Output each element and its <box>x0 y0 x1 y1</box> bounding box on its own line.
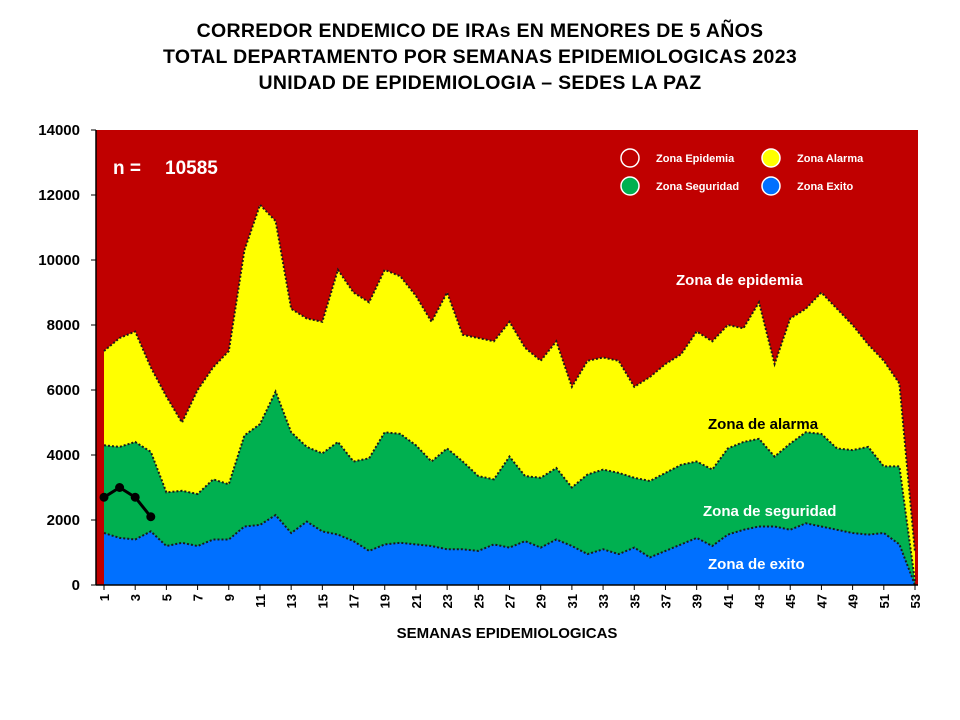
x-tick-label: 15 <box>315 594 330 608</box>
x-tick-label: 1 <box>97 594 112 601</box>
x-tick-label: 35 <box>627 594 642 608</box>
zona-alarma-label: Zona de alarma <box>708 416 819 433</box>
x-tick-label: 19 <box>378 594 393 608</box>
x-tick-label: 29 <box>534 594 549 608</box>
zona-epidemia-label: Zona de epidemia <box>676 272 803 289</box>
observed-2023-point <box>115 483 125 492</box>
zona-exito-area <box>104 515 915 585</box>
chart-title: CORREDOR ENDEMICO DE IRAs EN MENORES DE … <box>0 18 960 96</box>
x-axis-label: SEMANAS EPIDEMIOLOGICAS <box>396 625 618 642</box>
legend-swatch <box>761 148 781 168</box>
y-tick-label: 14000 <box>38 122 80 139</box>
exito-boundary-line <box>103 513 916 586</box>
x-tick-label: 9 <box>222 594 237 601</box>
x-tick-label: 37 <box>658 594 673 608</box>
x-tick-label: 33 <box>596 594 611 608</box>
x-tick-label: 25 <box>471 594 486 608</box>
x-tick-label: 45 <box>783 594 798 608</box>
alarma-boundary-line <box>103 202 916 553</box>
x-tick-label: 53 <box>908 594 923 608</box>
x-tick-label: 49 <box>846 594 861 608</box>
y-tick-label: 6000 <box>47 382 80 399</box>
y-tick-label: 8000 <box>47 317 80 334</box>
legend-swatch <box>620 176 640 196</box>
x-tick-label: 17 <box>347 594 362 608</box>
observed-2023-line <box>103 485 152 518</box>
n-value: 10585 <box>165 158 218 179</box>
y-tick-label: 12000 <box>38 187 80 204</box>
y-tick-label: 0 <box>72 577 80 594</box>
legend-label: Zona Epidemia <box>656 153 735 165</box>
x-tick-label: 51 <box>877 594 892 608</box>
legend-swatch <box>620 148 640 168</box>
observed-2023-point <box>130 492 140 502</box>
zona-seguridad-label: Zona de seguridad <box>703 503 836 520</box>
legend-label: Zona Seguridad <box>656 181 739 193</box>
y-tick-label: 4000 <box>47 447 80 464</box>
x-tick-label: 41 <box>721 594 736 608</box>
x-tick-label: 21 <box>409 594 424 608</box>
legend-swatch <box>761 176 781 196</box>
y-tick-label: 2000 <box>47 512 80 529</box>
x-tick-label: 3 <box>128 594 143 601</box>
observed-2023-point <box>146 512 156 522</box>
x-tick-label: 47 <box>814 594 829 608</box>
x-tick-label: 27 <box>503 594 518 608</box>
x-tick-label: 39 <box>690 594 705 608</box>
x-tick-label: 5 <box>159 594 174 601</box>
title-line-1: CORREDOR ENDEMICO DE IRAs EN MENORES DE … <box>196 20 764 42</box>
title-line-2: TOTAL DEPARTAMENTO POR SEMANAS EPIDEMIOL… <box>163 46 797 68</box>
title-line-3: UNIDAD DE EPIDEMIOLOGIA – SEDES LA PAZ <box>258 72 702 94</box>
y-tick-label: 10000 <box>38 252 80 269</box>
zona-exito-label: Zona de exito <box>708 556 805 573</box>
legend-label: Zona Alarma <box>797 153 864 165</box>
x-tick-label: 31 <box>565 594 580 608</box>
observed-2023-point <box>99 492 109 502</box>
x-tick-label: 7 <box>191 594 206 601</box>
n-label: n = <box>113 158 141 179</box>
seguridad-boundary-line <box>103 389 916 582</box>
legend-label: Zona Exito <box>797 181 854 193</box>
x-tick-label: 23 <box>440 594 455 608</box>
x-tick-label: 43 <box>752 594 767 608</box>
x-tick-label: 11 <box>253 594 268 608</box>
x-tick-label: 13 <box>284 594 299 608</box>
